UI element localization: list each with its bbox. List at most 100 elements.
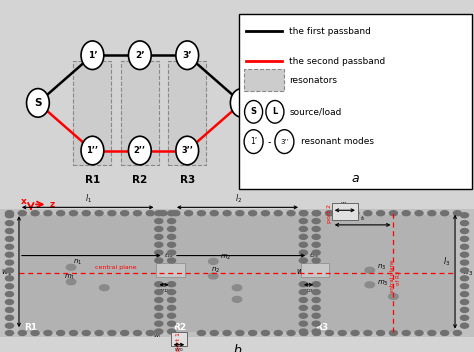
Text: 2’: 2’: [135, 51, 145, 60]
Circle shape: [428, 211, 436, 216]
Circle shape: [377, 211, 385, 216]
Circle shape: [155, 211, 163, 216]
Text: source/load: source/load: [289, 107, 341, 116]
Circle shape: [57, 331, 64, 335]
Circle shape: [155, 258, 163, 263]
Circle shape: [223, 211, 231, 216]
Circle shape: [248, 331, 257, 335]
Circle shape: [82, 211, 90, 216]
Circle shape: [262, 331, 269, 335]
Circle shape: [232, 296, 242, 302]
Circle shape: [312, 297, 320, 302]
Circle shape: [266, 101, 284, 123]
Circle shape: [168, 250, 175, 255]
Circle shape: [31, 211, 39, 216]
Circle shape: [155, 234, 163, 239]
Circle shape: [275, 130, 294, 153]
Circle shape: [325, 211, 333, 216]
Circle shape: [6, 331, 13, 335]
Text: 2’’: 2’’: [134, 146, 146, 155]
Circle shape: [108, 211, 116, 216]
Circle shape: [312, 211, 320, 216]
Text: port 2: port 2: [327, 204, 332, 223]
Circle shape: [168, 290, 175, 295]
Circle shape: [44, 211, 52, 216]
Circle shape: [69, 211, 77, 216]
Circle shape: [223, 331, 231, 335]
Text: $m_2$: $m_2$: [220, 252, 232, 262]
Circle shape: [453, 211, 461, 216]
FancyBboxPatch shape: [73, 61, 111, 165]
Circle shape: [31, 331, 39, 335]
Text: $n_2$: $n_2$: [211, 265, 220, 275]
Circle shape: [210, 211, 218, 216]
FancyBboxPatch shape: [244, 69, 284, 91]
Circle shape: [313, 211, 321, 216]
Circle shape: [390, 211, 397, 216]
Circle shape: [312, 219, 320, 224]
Circle shape: [312, 306, 320, 310]
Text: L: L: [272, 107, 278, 116]
Circle shape: [287, 211, 295, 216]
Bar: [0, 209, 474, 337]
Circle shape: [6, 213, 13, 218]
Circle shape: [461, 292, 468, 297]
Circle shape: [312, 234, 320, 239]
Text: R2: R2: [132, 175, 147, 186]
Circle shape: [300, 250, 307, 255]
Text: $l_1$: $l_1$: [85, 193, 92, 205]
Circle shape: [155, 226, 163, 232]
Circle shape: [461, 323, 468, 328]
Circle shape: [6, 284, 13, 289]
Circle shape: [6, 244, 13, 249]
Circle shape: [300, 329, 307, 334]
Circle shape: [312, 290, 320, 295]
Circle shape: [27, 89, 49, 117]
Circle shape: [168, 329, 175, 334]
Circle shape: [6, 221, 13, 226]
Text: $w_0$: $w_0$: [174, 346, 184, 352]
Text: $m_3$: $m_3$: [377, 279, 388, 288]
Circle shape: [6, 260, 13, 265]
Text: a: a: [352, 172, 359, 186]
Circle shape: [6, 323, 13, 328]
Circle shape: [128, 136, 151, 165]
Text: $l_3$: $l_3$: [443, 255, 450, 268]
Circle shape: [172, 211, 180, 216]
Text: 1’: 1’: [88, 51, 97, 60]
Circle shape: [176, 41, 199, 70]
Circle shape: [81, 41, 104, 70]
Circle shape: [168, 306, 175, 310]
Circle shape: [146, 211, 155, 216]
Circle shape: [365, 267, 374, 273]
FancyBboxPatch shape: [168, 61, 206, 165]
Circle shape: [6, 315, 13, 320]
Circle shape: [146, 331, 155, 335]
Circle shape: [155, 297, 163, 302]
Circle shape: [95, 211, 103, 216]
Circle shape: [168, 258, 175, 263]
Circle shape: [197, 331, 206, 335]
Text: resonators: resonators: [289, 76, 337, 85]
Bar: [301, 263, 329, 277]
Text: $t_{23}$: $t_{23}$: [309, 251, 319, 260]
Circle shape: [313, 331, 321, 335]
Circle shape: [230, 89, 253, 117]
Circle shape: [176, 136, 199, 165]
Circle shape: [461, 276, 468, 281]
Circle shape: [377, 331, 385, 335]
Circle shape: [155, 242, 163, 247]
Circle shape: [159, 211, 167, 216]
Circle shape: [57, 211, 64, 216]
Circle shape: [415, 211, 423, 216]
Circle shape: [274, 331, 282, 335]
Circle shape: [351, 331, 359, 335]
Text: $t_{12}$: $t_{12}$: [164, 251, 174, 260]
Circle shape: [6, 276, 13, 281]
Circle shape: [44, 331, 52, 335]
Circle shape: [134, 331, 141, 335]
Circle shape: [300, 258, 307, 263]
Circle shape: [6, 252, 13, 257]
Circle shape: [197, 211, 206, 216]
Circle shape: [461, 307, 468, 313]
